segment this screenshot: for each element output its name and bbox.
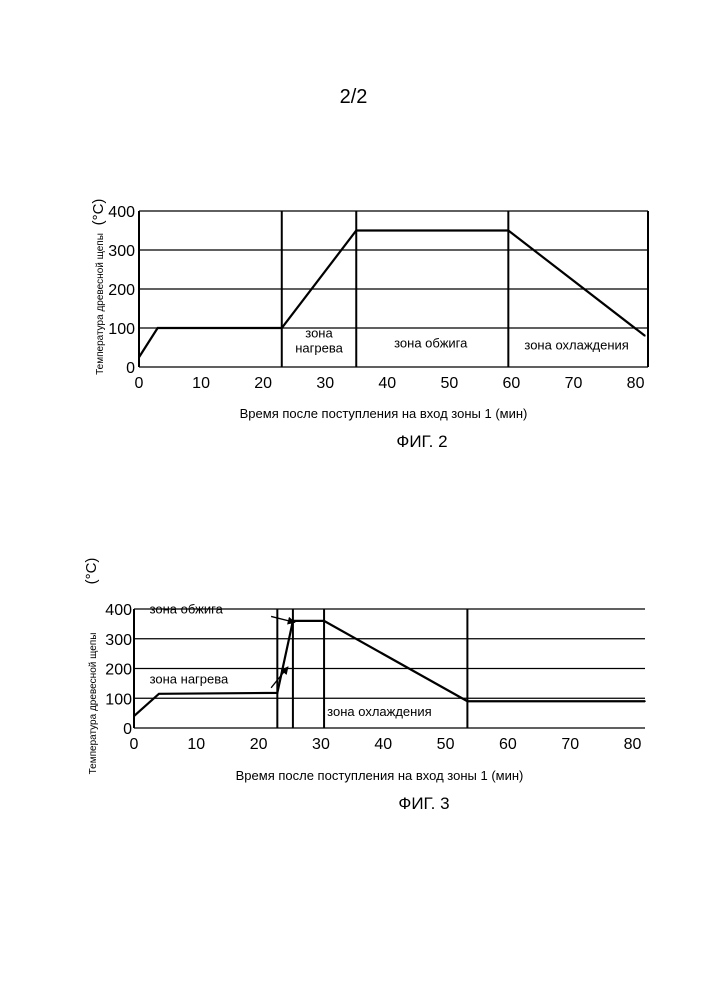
x-axis-label: Время после поступления на вход зоны 1 (… bbox=[240, 406, 528, 421]
y-tick-label: 200 bbox=[105, 662, 132, 679]
data-point bbox=[355, 230, 357, 232]
zone-label: зона охлаждения bbox=[524, 337, 628, 352]
y-tick-label: 300 bbox=[105, 632, 132, 649]
x-tick-label: 0 bbox=[135, 375, 144, 392]
chart-1: 010020030040001020304050607080(°C)Темпер… bbox=[90, 199, 648, 451]
x-tick-label: 30 bbox=[312, 736, 330, 753]
x-tick-label: 10 bbox=[187, 736, 205, 753]
y-tick-label: 300 bbox=[108, 243, 135, 260]
data-point bbox=[644, 700, 646, 702]
x-tick-label: 70 bbox=[561, 736, 579, 753]
chart-2: 010020030040001020304050607080(°C)Темпер… bbox=[83, 558, 646, 813]
y-tick-label: 400 bbox=[105, 602, 132, 619]
data-point bbox=[281, 327, 283, 329]
x-tick-label: 40 bbox=[378, 375, 396, 392]
x-tick-label: 60 bbox=[499, 736, 517, 753]
x-tick-label: 0 bbox=[130, 736, 139, 753]
figure-label: ФИГ. 3 bbox=[398, 794, 449, 813]
data-point bbox=[508, 230, 510, 232]
x-tick-label: 10 bbox=[192, 375, 210, 392]
x-tick-label: 30 bbox=[316, 375, 334, 392]
annotation-arrow bbox=[271, 616, 295, 622]
y-unit-label: (°C) bbox=[90, 199, 107, 226]
x-tick-label: 50 bbox=[440, 375, 458, 392]
x-tick-label: 60 bbox=[503, 375, 521, 392]
x-tick-label: 80 bbox=[627, 375, 645, 392]
data-point bbox=[138, 356, 140, 358]
x-tick-label: 80 bbox=[624, 736, 642, 753]
y-axis-label: Температура древесной щепы bbox=[95, 233, 106, 375]
data-point bbox=[277, 692, 279, 694]
y-unit-label: (°C) bbox=[83, 558, 100, 585]
x-tick-label: 50 bbox=[437, 736, 455, 753]
x-tick-label: 40 bbox=[374, 736, 392, 753]
zone-label: зона обжига bbox=[150, 601, 224, 616]
x-tick-label: 20 bbox=[250, 736, 268, 753]
x-tick-label: 20 bbox=[254, 375, 272, 392]
data-point bbox=[158, 693, 160, 695]
data-point bbox=[133, 715, 135, 717]
figure-label: ФИГ. 2 bbox=[396, 432, 447, 451]
data-point bbox=[467, 700, 469, 702]
data-point bbox=[157, 327, 159, 329]
y-tick-label: 400 bbox=[108, 204, 135, 221]
y-tick-label: 100 bbox=[108, 321, 135, 338]
y-tick-label: 100 bbox=[105, 691, 132, 708]
zone-label: зона обжига bbox=[394, 336, 468, 351]
x-tick-label: 70 bbox=[565, 375, 583, 392]
y-axis-label: Температура древесной щепы bbox=[88, 633, 99, 775]
x-axis-label: Время после поступления на вход зоны 1 (… bbox=[236, 768, 524, 783]
zone-label: зона нагрева bbox=[150, 671, 229, 686]
data-point bbox=[323, 620, 325, 622]
zone-label: нагрева bbox=[295, 341, 343, 356]
zone-label: зона охлаждения bbox=[327, 704, 431, 719]
y-tick-label: 200 bbox=[108, 282, 135, 299]
zone-label: зона bbox=[305, 326, 333, 341]
data-point bbox=[644, 335, 646, 337]
